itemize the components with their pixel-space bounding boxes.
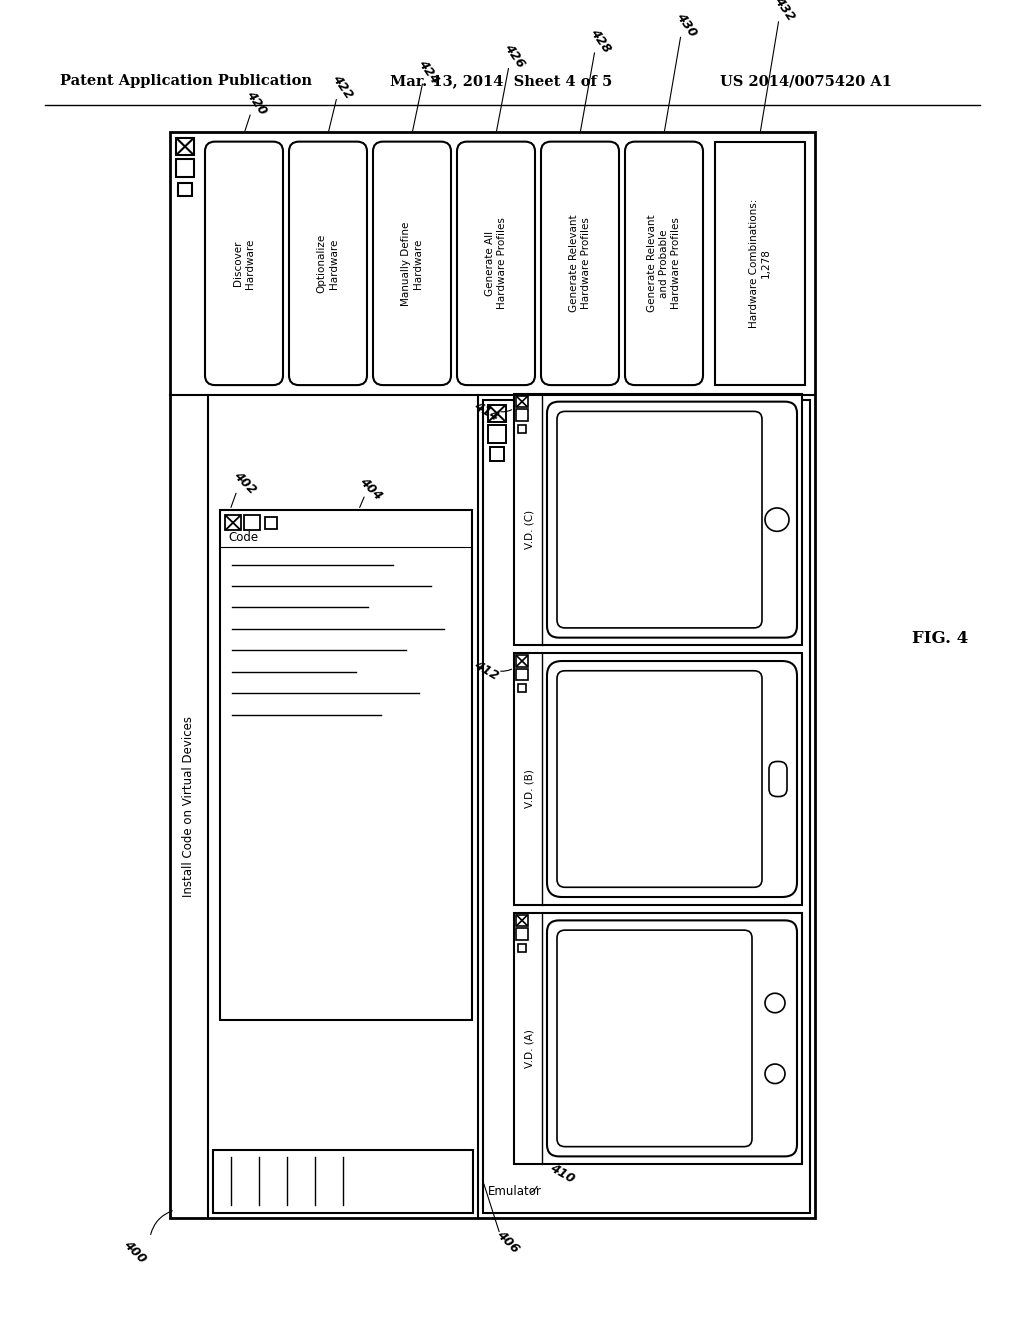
FancyBboxPatch shape <box>541 141 618 385</box>
Bar <box>488 404 506 422</box>
Text: Manually Define
Hardware: Manually Define Hardware <box>400 222 423 305</box>
Circle shape <box>765 1064 785 1084</box>
FancyBboxPatch shape <box>557 931 752 1147</box>
Text: 430: 430 <box>673 11 698 40</box>
Text: 422: 422 <box>329 73 355 102</box>
Text: Generate All
Hardware Profiles: Generate All Hardware Profiles <box>484 218 507 309</box>
Circle shape <box>765 508 790 532</box>
Bar <box>514 912 802 1164</box>
Bar <box>178 182 193 197</box>
Bar <box>518 425 526 433</box>
Text: Hardware Combinations:
1,278: Hardware Combinations: 1,278 <box>749 199 771 329</box>
FancyBboxPatch shape <box>289 141 367 385</box>
Bar <box>516 915 528 927</box>
FancyBboxPatch shape <box>557 671 762 887</box>
FancyBboxPatch shape <box>457 141 535 385</box>
Text: 412: 412 <box>471 659 501 682</box>
Bar <box>265 517 278 528</box>
Text: Mar. 13, 2014  Sheet 4 of 5: Mar. 13, 2014 Sheet 4 of 5 <box>390 74 612 88</box>
Bar <box>488 425 506 442</box>
Bar <box>518 944 526 952</box>
Text: V.D. (B): V.D. (B) <box>525 770 535 808</box>
Bar <box>244 515 260 531</box>
Bar <box>516 396 528 408</box>
Bar <box>225 515 241 531</box>
Bar <box>516 669 528 681</box>
Text: US 2014/0075420 A1: US 2014/0075420 A1 <box>720 74 892 88</box>
Text: V.D. (C): V.D. (C) <box>525 510 535 549</box>
Text: Code: Code <box>228 531 258 544</box>
FancyBboxPatch shape <box>373 141 451 385</box>
FancyBboxPatch shape <box>557 412 762 628</box>
FancyBboxPatch shape <box>547 920 797 1156</box>
Text: V.D. (A): V.D. (A) <box>525 1028 535 1068</box>
Text: Generate Relevant
and Probable
Hardware Profiles: Generate Relevant and Probable Hardware … <box>646 215 681 312</box>
Bar <box>170 132 815 1218</box>
FancyBboxPatch shape <box>769 762 787 796</box>
Text: 402: 402 <box>231 469 259 496</box>
Bar <box>516 409 528 421</box>
Bar <box>483 400 810 1213</box>
Bar <box>176 137 194 156</box>
FancyBboxPatch shape <box>547 401 797 638</box>
Text: Discover
Hardware: Discover Hardware <box>232 238 255 289</box>
Text: 410: 410 <box>548 1162 578 1187</box>
Circle shape <box>765 993 785 1012</box>
Bar <box>490 447 504 461</box>
Bar <box>213 1150 473 1213</box>
Text: FIG. 4: FIG. 4 <box>912 630 968 647</box>
Bar <box>176 160 194 177</box>
Bar <box>516 928 528 940</box>
Text: 404: 404 <box>357 475 385 503</box>
Text: 432: 432 <box>771 0 797 24</box>
FancyBboxPatch shape <box>547 661 797 898</box>
Bar <box>220 510 472 1020</box>
Text: 420: 420 <box>243 88 269 117</box>
Text: Optionalize
Hardware: Optionalize Hardware <box>316 234 339 293</box>
Text: 406: 406 <box>495 1228 522 1255</box>
Text: 400: 400 <box>121 1238 148 1266</box>
Text: 424: 424 <box>415 57 441 86</box>
FancyBboxPatch shape <box>205 141 283 385</box>
Text: 428: 428 <box>587 26 612 55</box>
Text: Install Code on Virtual Devices: Install Code on Virtual Devices <box>182 715 196 896</box>
FancyBboxPatch shape <box>625 141 703 385</box>
Bar <box>514 653 802 904</box>
Text: 414: 414 <box>471 399 501 424</box>
Text: Emulator: Emulator <box>488 1185 542 1199</box>
Bar <box>518 684 526 692</box>
Text: Generate Relevant
Hardware Profiles: Generate Relevant Hardware Profiles <box>568 215 591 312</box>
Text: 426: 426 <box>501 41 527 70</box>
Bar <box>516 655 528 667</box>
Bar <box>715 141 805 385</box>
Bar <box>514 393 802 645</box>
Text: Patent Application Publication: Patent Application Publication <box>60 74 312 88</box>
